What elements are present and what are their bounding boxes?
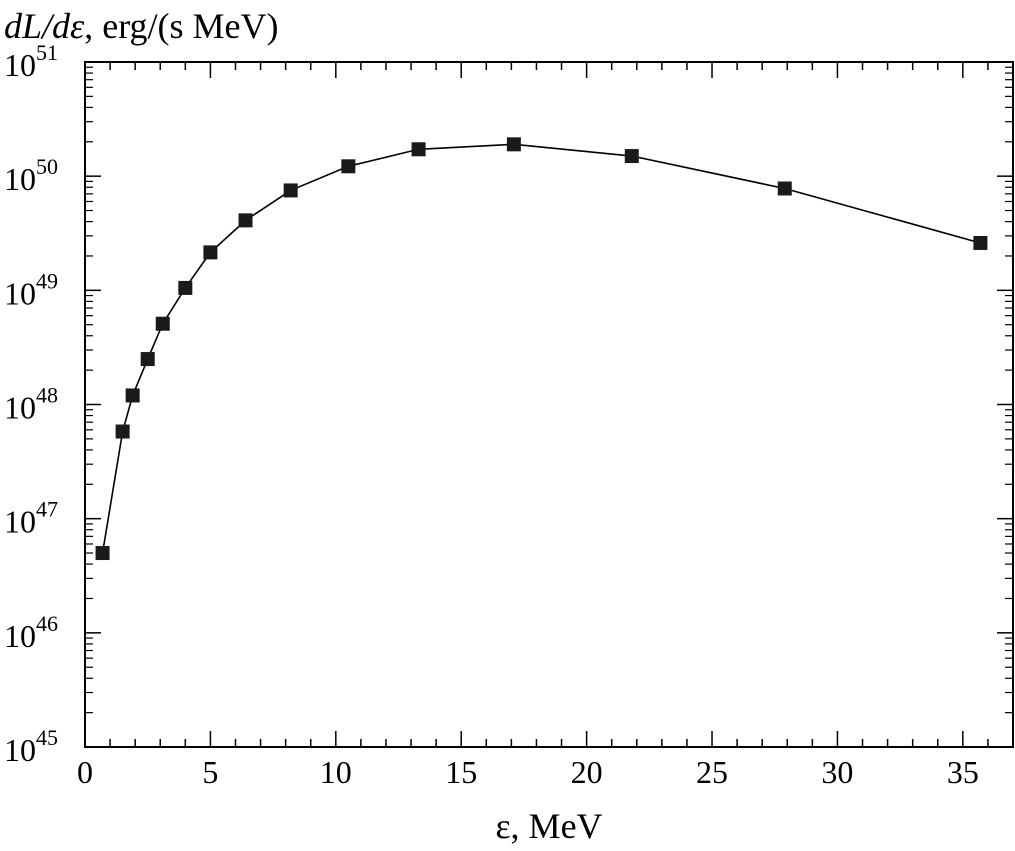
x-tick-label: 25 bbox=[696, 754, 728, 790]
y-tick-label: 1049 bbox=[4, 268, 58, 311]
x-tick-label: 5 bbox=[202, 754, 218, 790]
data-point bbox=[506, 137, 521, 152]
x-tick-label: 30 bbox=[821, 754, 853, 790]
y-tick-label: 1047 bbox=[4, 497, 58, 540]
series-line bbox=[101, 143, 981, 554]
data-point bbox=[624, 149, 639, 164]
svg-text:dL/dε, erg/(s MeV): dL/dε, erg/(s MeV) bbox=[4, 6, 279, 46]
x-tick-label: 35 bbox=[947, 754, 979, 790]
y-tick-label: 1048 bbox=[4, 383, 58, 426]
data-point bbox=[155, 316, 170, 331]
major-ticks bbox=[84, 61, 1013, 748]
y-axis-title: dL/dε, erg/(s MeV) bbox=[4, 6, 279, 46]
data-point bbox=[115, 424, 130, 439]
data-point bbox=[411, 142, 426, 157]
x-tick-labels: 0 5 10 15 20 25 30 35 bbox=[77, 754, 979, 790]
data-point bbox=[125, 388, 140, 403]
data-point bbox=[95, 546, 110, 561]
data-point bbox=[178, 280, 193, 295]
y-tick-label: 1051 bbox=[4, 40, 58, 83]
data-point bbox=[973, 235, 988, 250]
x-tick-label: 0 bbox=[77, 754, 93, 790]
y-axis-title-variable: dL/dε bbox=[4, 6, 85, 46]
data-point bbox=[777, 181, 792, 196]
y-tick-label: 1045 bbox=[4, 725, 58, 768]
data-point bbox=[238, 213, 253, 228]
data-point bbox=[203, 245, 218, 260]
y-tick-labels: 1045 1046 1047 1048 1049 1050 1051 bbox=[4, 40, 58, 768]
data-point bbox=[283, 183, 298, 198]
y-tick-label: 1046 bbox=[4, 611, 58, 654]
x-axis-title: ε, MeV bbox=[495, 806, 602, 846]
y-tick-label: 1050 bbox=[4, 154, 58, 197]
x-tick-label: 10 bbox=[320, 754, 352, 790]
data-point bbox=[140, 352, 155, 367]
data-markers bbox=[95, 137, 988, 561]
x-tick-label: 15 bbox=[445, 754, 477, 790]
minor-ticks bbox=[85, 62, 1014, 747]
x-tick-label: 20 bbox=[571, 754, 603, 790]
data-point bbox=[341, 159, 356, 174]
y-axis-title-unit: , erg/(s MeV) bbox=[84, 6, 278, 46]
plot-frame bbox=[84, 61, 1014, 748]
